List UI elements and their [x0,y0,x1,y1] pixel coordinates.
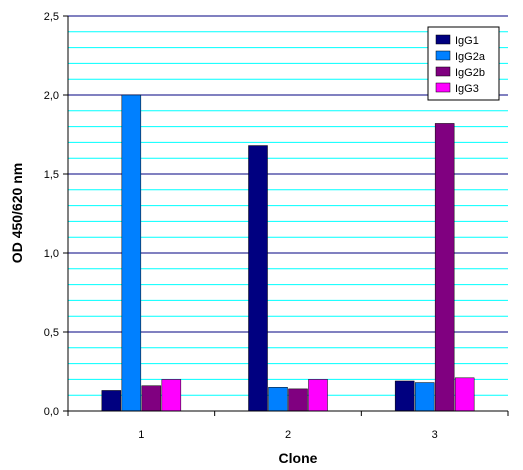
x-tick-label: 2 [285,429,291,441]
bar-igg2a-clone-2 [268,387,288,412]
minor-gridlines [68,31,508,396]
legend-swatch-igg2a [435,50,451,61]
bar-igg1-clone-3 [394,380,415,412]
legend-label-igg3: IgG3 [455,83,479,95]
y-tick-label: 1,5 [44,169,59,181]
x-tick-label: 1 [138,429,144,441]
y-tick-label: 2,5 [44,11,59,23]
bar-igg2b-clone-1 [141,385,162,412]
legend-swatch-igg2b [435,66,451,77]
y-tick-labels: 0,0 0,5 1,0 1,5 2,0 2,5 [44,11,59,418]
x-tick-label: 3 [432,429,438,441]
legend-swatch-igg1 [435,34,451,45]
legend: IgG1 IgG2a IgG2b IgG3 [427,26,500,101]
y-axis-title: OD 450/620 nm [9,163,25,263]
major-gridlines [68,15,508,333]
legend-label-igg2b: IgG2b [455,67,485,79]
y-tick-label: 0,0 [44,406,59,418]
bar-igg3-clone-1 [161,379,182,412]
x-tick-labels: 1 2 3 [138,429,437,441]
bar-igg3-clone-3 [454,377,475,412]
y-tick-label: 2,0 [44,90,59,102]
x-axis-title: Clone [279,450,318,466]
axes [63,15,509,416]
y-tick-label: 1,0 [44,248,59,260]
bar-igg1-clone-2 [248,145,268,412]
bar-igg2b-clone-3 [434,123,455,412]
bar-igg3-clone-2 [308,379,328,412]
legend-label-igg1: IgG1 [455,35,479,47]
bar-igg1-clone-1 [101,390,122,412]
bar-series [101,94,475,412]
legend-label-igg2a: IgG2a [455,51,486,63]
bar-igg2a-clone-3 [414,382,435,412]
bar-igg2a-clone-1 [121,94,142,412]
bar-igg2b-clone-2 [288,388,308,412]
y-tick-label: 0,5 [44,327,59,339]
legend-swatch-igg3 [435,82,451,93]
